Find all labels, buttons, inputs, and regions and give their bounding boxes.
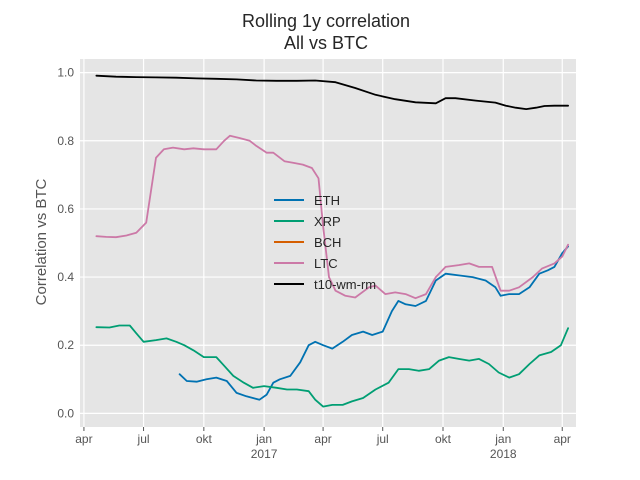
plot-area — [80, 59, 576, 427]
x-tick-label: jan — [494, 432, 511, 446]
series-line-xrp — [95, 324, 569, 408]
y-tick-label: 0.8 — [57, 134, 74, 148]
legend-label: t10-wm-rm — [314, 277, 376, 292]
y-axis: 0.0 0.2 0.4 0.6 0.8 1.0 — [57, 66, 74, 421]
legend-label: LTC — [314, 256, 338, 271]
y-tick-label: 0.0 — [57, 406, 74, 420]
gridlines — [80, 59, 576, 427]
legend: ETH XRP BCH LTC t10-wm-rm — [274, 193, 376, 292]
x-tick-label: apr — [314, 432, 331, 446]
legend-label: BCH — [314, 235, 341, 250]
y-axis-label: Correlation vs BTC — [33, 178, 50, 305]
legend-label: XRP — [314, 214, 341, 229]
x-tick-label: jul — [376, 432, 389, 446]
y-tick-label: 0.4 — [57, 270, 74, 284]
series-line-ltc — [95, 134, 569, 300]
chart-title: Rolling 1y correlation — [242, 11, 410, 31]
series-line-t10-wm-rm — [95, 74, 569, 110]
x-tick-label: jan — [255, 432, 272, 446]
x-tick-label: apr — [554, 432, 571, 446]
series-lines — [95, 74, 569, 408]
y-tick-label: 1.0 — [57, 66, 74, 80]
x-tick-label: jul — [137, 432, 150, 446]
x-tick-label: apr — [75, 432, 92, 446]
x-tick-label: okt — [435, 432, 452, 446]
chart-subtitle: All vs BTC — [284, 33, 368, 53]
legend-label: ETH — [314, 193, 340, 208]
y-tick-label: 0.2 — [57, 338, 74, 352]
x-tick-label: okt — [196, 432, 213, 446]
x-year-label: 2018 — [490, 447, 517, 461]
x-year-label: 2017 — [251, 447, 278, 461]
y-tick-label: 0.6 — [57, 202, 74, 216]
series-line-eth — [178, 245, 569, 401]
